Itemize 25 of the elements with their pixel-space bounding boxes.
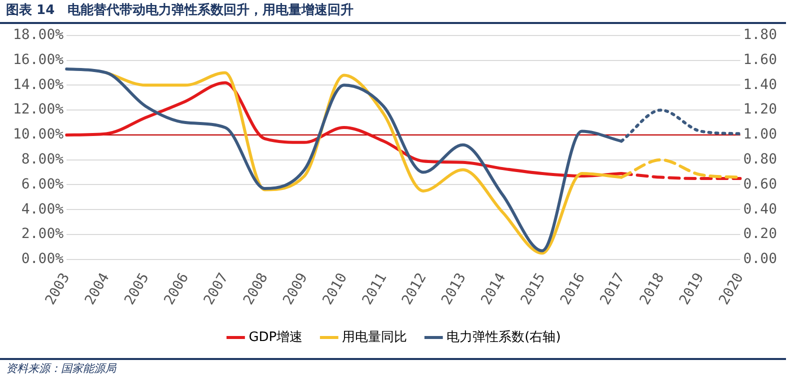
y2-tick-label: 1.40 [743, 76, 778, 93]
y2-tick-label: 1.60 [743, 52, 778, 68]
y2-tick-label: 1.80 [743, 27, 778, 44]
y-tick-label: 2.00% [21, 226, 64, 242]
legend-label: GDP增速 [248, 330, 303, 345]
y2-tick-label: 1.00 [743, 126, 778, 143]
y-tick-label: 6.00% [21, 176, 64, 192]
text: 资料来源：国家能源局 [0, 358, 786, 378]
legend-label: 用电量同比 [342, 330, 408, 345]
y2-tick-label: 0.80 [743, 151, 778, 168]
y2-tick-label: 0.20 [743, 226, 778, 242]
y2-tick-label: 0.60 [743, 176, 778, 192]
legend-label: 电力弹性系数(右轴) [446, 330, 561, 345]
y-tick-label: 10.00% [12, 126, 64, 143]
chart-title: 图表 14 电能替代带动电力弹性系数回升，用电量增速回升 [0, 0, 786, 24]
y2-tick-label: 1.20 [743, 102, 778, 118]
y-tick-label: 14.00% [12, 76, 64, 93]
y-tick-label: 4.00% [21, 201, 64, 218]
y-tick-label: 18.00% [12, 27, 64, 44]
y-tick-label: 16.00% [12, 52, 64, 68]
y2-tick-label: 0.00 [743, 251, 778, 268]
y-tick-label: 8.00% [21, 151, 64, 168]
y-tick-label: 12.00% [12, 102, 64, 118]
y2-tick-label: 0.40 [743, 201, 778, 218]
y-tick-label: 0.00% [21, 251, 64, 268]
